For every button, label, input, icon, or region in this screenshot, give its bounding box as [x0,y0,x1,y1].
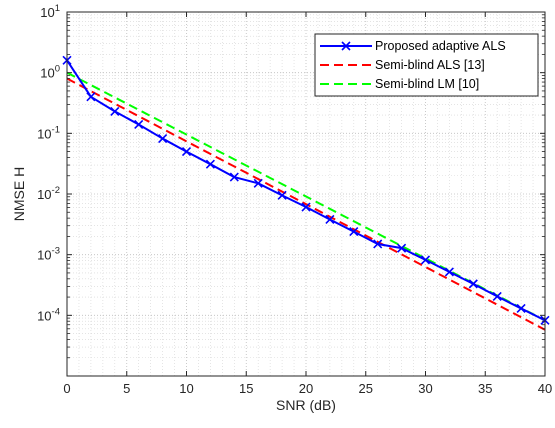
y-tick-exponent: -3 [52,246,60,257]
legend-label: Semi-blind ALS [13] [375,58,485,72]
data-point-marker [349,227,359,237]
legend-entry: Semi-blind ALS [13] [320,58,485,72]
series-2 [66,77,546,331]
data-point-marker [397,243,407,253]
legend: Proposed adaptive ALS Semi-blind ALS [13]… [314,33,539,97]
data-point-marker [253,178,263,188]
y-tick-exponent: 0 [55,64,60,75]
data-point-marker [86,92,96,102]
data-point-marker [492,291,502,301]
x-tick-label: 20 [299,381,313,396]
data-point-marker [205,159,215,169]
x-tick-label: 10 [179,381,193,396]
data-point-marker [301,202,311,212]
y-tick-exponent: -1 [52,124,60,135]
data-point-marker [373,239,383,249]
y-tick-exponent: -2 [52,185,60,196]
data-point-marker [158,133,168,144]
y-tick-exponent: -4 [52,306,60,317]
x-tick-label: 35 [478,381,492,396]
data-point-marker [134,119,144,130]
data-point-marker [444,267,454,277]
tick-marks [66,11,546,377]
data-point-marker [516,303,526,313]
y-tick-exponent: 1 [55,3,60,14]
series-layer [62,55,550,331]
data-point-marker [468,279,478,289]
x-tick-label: 40 [538,381,552,396]
data-point-marker [110,106,120,116]
legend-entry: Semi-blind LM [10] [320,77,479,91]
series-line [66,77,546,331]
legend-label: Semi-blind LM [10] [375,77,479,91]
legend-entry: Proposed adaptive ALS [320,39,506,53]
data-point-marker [420,255,431,265]
x-tick-label: 25 [359,381,373,396]
legend-marker [341,41,351,51]
x-tick-label: 30 [418,381,432,396]
legend-label: Proposed adaptive ALS [375,39,506,53]
data-point-marker [277,190,287,200]
y-axis-label: NMSE H [11,167,27,221]
data-point-marker [181,147,192,157]
x-tick-label: 5 [123,381,130,396]
x-tick-labels: 0 5 10 15 20 25 30 35 40 [63,381,552,396]
x-tick-label: 0 [63,381,70,396]
data-point-marker [325,214,335,225]
data-point-marker [229,172,239,182]
legend-items: Proposed adaptive ALS Semi-blind ALS [13]… [320,39,506,91]
x-tick-label: 15 [239,381,253,396]
x-axis-label: SNR (dB) [276,397,336,413]
series-1 [62,55,550,325]
